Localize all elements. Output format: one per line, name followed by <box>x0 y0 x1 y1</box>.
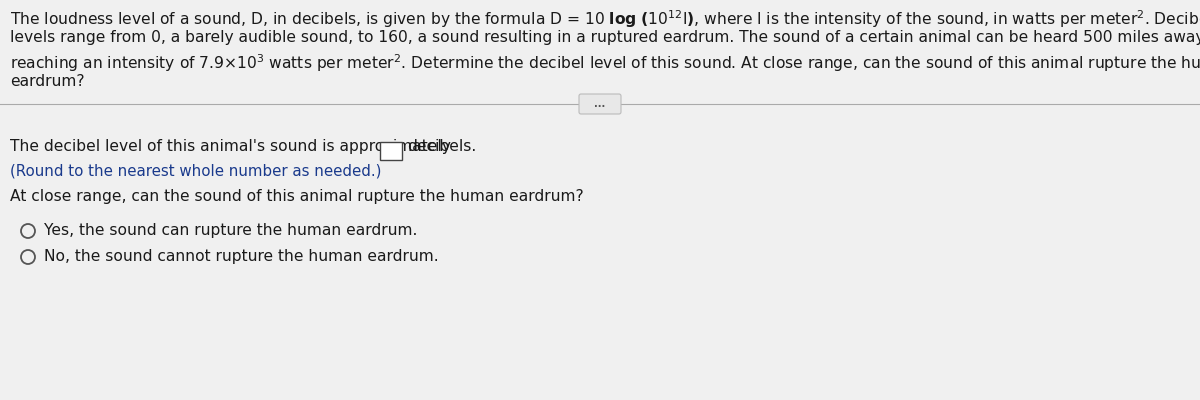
Text: No, the sound cannot rupture the human eardrum.: No, the sound cannot rupture the human e… <box>44 249 439 264</box>
Text: ...: ... <box>594 99 606 109</box>
FancyBboxPatch shape <box>580 94 622 114</box>
Text: The decibel level of this animal's sound is approximately: The decibel level of this animal's sound… <box>10 139 451 154</box>
Text: (Round to the nearest whole number as needed.): (Round to the nearest whole number as ne… <box>10 163 382 178</box>
Text: decibels.: decibels. <box>407 139 476 154</box>
FancyBboxPatch shape <box>380 142 402 160</box>
Text: reaching an intensity of 7.9$\times$10$^3$ watts per meter$^2$. Determine the de: reaching an intensity of 7.9$\times$10$^… <box>10 52 1200 74</box>
Text: The loudness level of a sound, D, in decibels, is given by the formula D = 10 $\: The loudness level of a sound, D, in dec… <box>10 8 1200 30</box>
Text: Yes, the sound can rupture the human eardrum.: Yes, the sound can rupture the human ear… <box>44 223 418 238</box>
Text: eardrum?: eardrum? <box>10 74 85 89</box>
Text: At close range, can the sound of this animal rupture the human eardrum?: At close range, can the sound of this an… <box>10 189 583 204</box>
Text: levels range from 0, a barely audible sound, to 160, a sound resulting in a rupt: levels range from 0, a barely audible so… <box>10 30 1200 45</box>
